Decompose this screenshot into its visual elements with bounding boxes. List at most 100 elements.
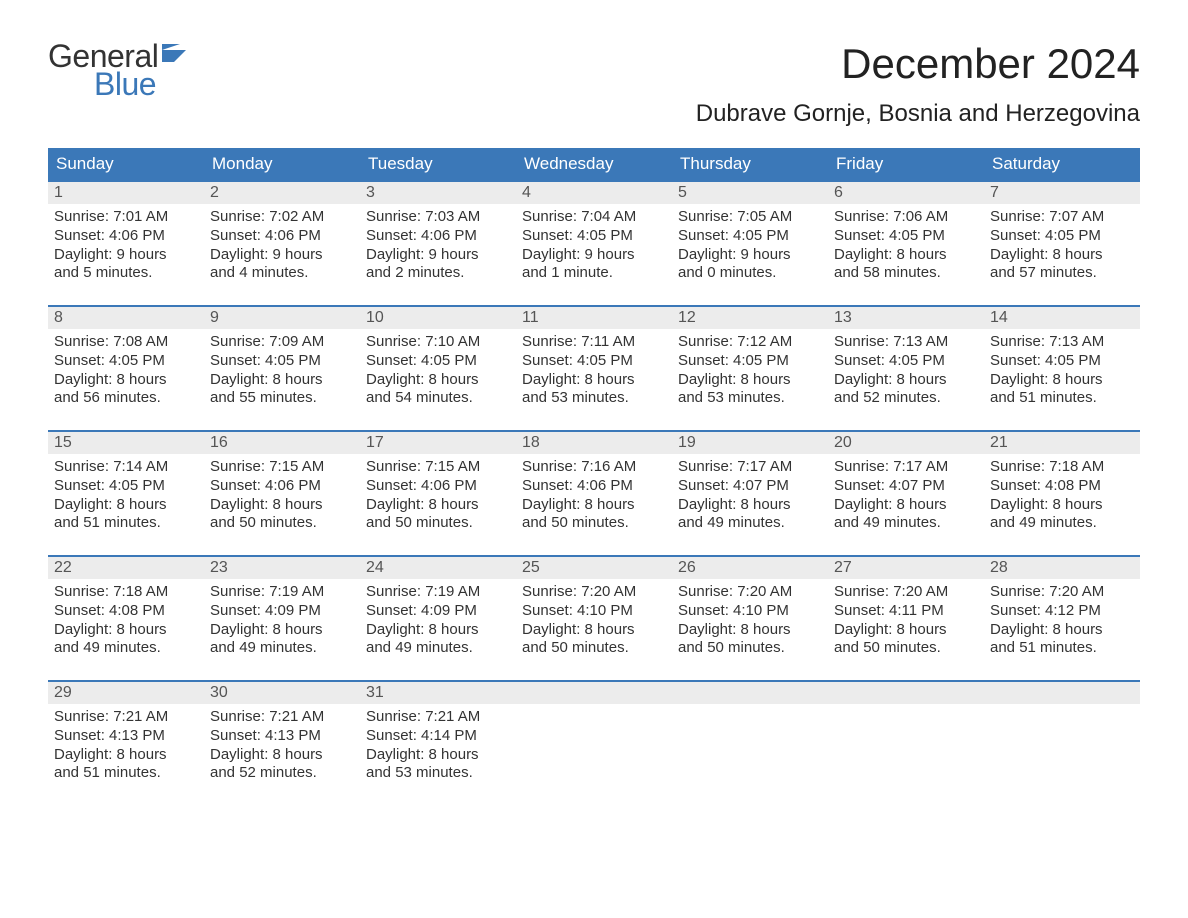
daylight-text-1: Daylight: 8 hours xyxy=(210,746,354,765)
day-body-row: Sunrise: 7:18 AMSunset: 4:08 PMDaylight:… xyxy=(48,579,1140,680)
dow-wednesday: Wednesday xyxy=(516,148,672,180)
day-number: 3 xyxy=(360,182,516,204)
daylight-text-2: and 50 minutes. xyxy=(678,639,822,658)
month-title: December 2024 xyxy=(696,40,1140,88)
day-number: 23 xyxy=(204,557,360,579)
dow-sunday: Sunday xyxy=(48,148,204,180)
daylight-text-2: and 51 minutes. xyxy=(990,639,1134,658)
sunset-text: Sunset: 4:07 PM xyxy=(834,477,978,496)
sunrise-text: Sunrise: 7:15 AM xyxy=(366,458,510,477)
daylight-text-1: Daylight: 8 hours xyxy=(366,746,510,765)
sunset-text: Sunset: 4:06 PM xyxy=(210,477,354,496)
sunrise-text: Sunrise: 7:06 AM xyxy=(834,208,978,227)
day-number: 25 xyxy=(516,557,672,579)
day-body-row: Sunrise: 7:01 AMSunset: 4:06 PMDaylight:… xyxy=(48,204,1140,305)
days-of-week-header: Sunday Monday Tuesday Wednesday Thursday… xyxy=(48,148,1140,180)
sunrise-text: Sunrise: 7:03 AM xyxy=(366,208,510,227)
sunrise-text: Sunrise: 7:07 AM xyxy=(990,208,1134,227)
day-cell: Sunrise: 7:13 AMSunset: 4:05 PMDaylight:… xyxy=(828,329,984,408)
sunset-text: Sunset: 4:06 PM xyxy=(366,227,510,246)
day-cell: Sunrise: 7:18 AMSunset: 4:08 PMDaylight:… xyxy=(984,454,1140,533)
sunrise-text: Sunrise: 7:13 AM xyxy=(990,333,1134,352)
daylight-text-2: and 57 minutes. xyxy=(990,264,1134,283)
sunset-text: Sunset: 4:08 PM xyxy=(54,602,198,621)
sunset-text: Sunset: 4:07 PM xyxy=(678,477,822,496)
day-cell: Sunrise: 7:03 AMSunset: 4:06 PMDaylight:… xyxy=(360,204,516,283)
day-body-row: Sunrise: 7:08 AMSunset: 4:05 PMDaylight:… xyxy=(48,329,1140,430)
day-cell: Sunrise: 7:21 AMSunset: 4:13 PMDaylight:… xyxy=(204,704,360,783)
day-number: 4 xyxy=(516,182,672,204)
sunset-text: Sunset: 4:06 PM xyxy=(210,227,354,246)
day-number xyxy=(984,682,1140,704)
daylight-text-2: and 56 minutes. xyxy=(54,389,198,408)
sunrise-text: Sunrise: 7:17 AM xyxy=(834,458,978,477)
day-cell xyxy=(516,704,672,783)
daylight-text-2: and 49 minutes. xyxy=(54,639,198,658)
daylight-text-1: Daylight: 9 hours xyxy=(210,246,354,265)
day-cell: Sunrise: 7:06 AMSunset: 4:05 PMDaylight:… xyxy=(828,204,984,283)
day-cell: Sunrise: 7:15 AMSunset: 4:06 PMDaylight:… xyxy=(204,454,360,533)
sunset-text: Sunset: 4:06 PM xyxy=(54,227,198,246)
day-number: 15 xyxy=(48,432,204,454)
sunset-text: Sunset: 4:05 PM xyxy=(522,227,666,246)
day-cell: Sunrise: 7:20 AMSunset: 4:12 PMDaylight:… xyxy=(984,579,1140,658)
day-number: 26 xyxy=(672,557,828,579)
day-cell: Sunrise: 7:20 AMSunset: 4:10 PMDaylight:… xyxy=(672,579,828,658)
sunset-text: Sunset: 4:05 PM xyxy=(678,227,822,246)
daylight-text-2: and 52 minutes. xyxy=(834,389,978,408)
daylight-text-1: Daylight: 8 hours xyxy=(834,371,978,390)
sunset-text: Sunset: 4:05 PM xyxy=(834,352,978,371)
daylight-text-1: Daylight: 8 hours xyxy=(990,496,1134,515)
daylight-text-1: Daylight: 8 hours xyxy=(678,371,822,390)
sunrise-text: Sunrise: 7:02 AM xyxy=(210,208,354,227)
daylight-text-1: Daylight: 8 hours xyxy=(54,621,198,640)
day-number: 20 xyxy=(828,432,984,454)
day-number: 19 xyxy=(672,432,828,454)
day-cell: Sunrise: 7:02 AMSunset: 4:06 PMDaylight:… xyxy=(204,204,360,283)
day-number xyxy=(828,682,984,704)
calendar-week: 293031Sunrise: 7:21 AMSunset: 4:13 PMDay… xyxy=(48,680,1140,793)
header: General Blue December 2024 Dubrave Gornj… xyxy=(48,40,1140,142)
day-number: 29 xyxy=(48,682,204,704)
sunrise-text: Sunrise: 7:21 AM xyxy=(54,708,198,727)
daylight-text-2: and 58 minutes. xyxy=(834,264,978,283)
daylight-text-2: and 50 minutes. xyxy=(210,514,354,533)
sunrise-text: Sunrise: 7:14 AM xyxy=(54,458,198,477)
daylight-text-2: and 50 minutes. xyxy=(834,639,978,658)
daylight-text-2: and 52 minutes. xyxy=(210,764,354,783)
sunrise-text: Sunrise: 7:20 AM xyxy=(522,583,666,602)
sunset-text: Sunset: 4:09 PM xyxy=(210,602,354,621)
daylight-text-2: and 53 minutes. xyxy=(678,389,822,408)
daylight-text-1: Daylight: 9 hours xyxy=(678,246,822,265)
daylight-text-2: and 51 minutes. xyxy=(990,389,1134,408)
daylight-text-1: Daylight: 8 hours xyxy=(210,371,354,390)
day-number: 9 xyxy=(204,307,360,329)
day-number: 10 xyxy=(360,307,516,329)
daylight-text-1: Daylight: 8 hours xyxy=(522,496,666,515)
sunrise-text: Sunrise: 7:13 AM xyxy=(834,333,978,352)
daylight-text-1: Daylight: 8 hours xyxy=(522,371,666,390)
day-cell: Sunrise: 7:13 AMSunset: 4:05 PMDaylight:… xyxy=(984,329,1140,408)
logo: General Blue xyxy=(48,40,190,100)
daylight-text-2: and 1 minute. xyxy=(522,264,666,283)
day-number: 17 xyxy=(360,432,516,454)
daylight-text-1: Daylight: 8 hours xyxy=(678,621,822,640)
day-number: 24 xyxy=(360,557,516,579)
day-cell: Sunrise: 7:17 AMSunset: 4:07 PMDaylight:… xyxy=(672,454,828,533)
daylight-text-1: Daylight: 8 hours xyxy=(54,371,198,390)
flag-icon xyxy=(162,44,190,66)
day-number: 7 xyxy=(984,182,1140,204)
title-block: December 2024 Dubrave Gornje, Bosnia and… xyxy=(696,40,1140,142)
sunset-text: Sunset: 4:05 PM xyxy=(678,352,822,371)
daylight-text-2: and 53 minutes. xyxy=(366,764,510,783)
sunrise-text: Sunrise: 7:09 AM xyxy=(210,333,354,352)
day-cell: Sunrise: 7:11 AMSunset: 4:05 PMDaylight:… xyxy=(516,329,672,408)
daylight-text-1: Daylight: 8 hours xyxy=(678,496,822,515)
sunrise-text: Sunrise: 7:21 AM xyxy=(210,708,354,727)
sunrise-text: Sunrise: 7:21 AM xyxy=(366,708,510,727)
sunrise-text: Sunrise: 7:17 AM xyxy=(678,458,822,477)
daylight-text-1: Daylight: 8 hours xyxy=(366,621,510,640)
day-number: 28 xyxy=(984,557,1140,579)
day-cell: Sunrise: 7:04 AMSunset: 4:05 PMDaylight:… xyxy=(516,204,672,283)
day-body-row: Sunrise: 7:14 AMSunset: 4:05 PMDaylight:… xyxy=(48,454,1140,555)
